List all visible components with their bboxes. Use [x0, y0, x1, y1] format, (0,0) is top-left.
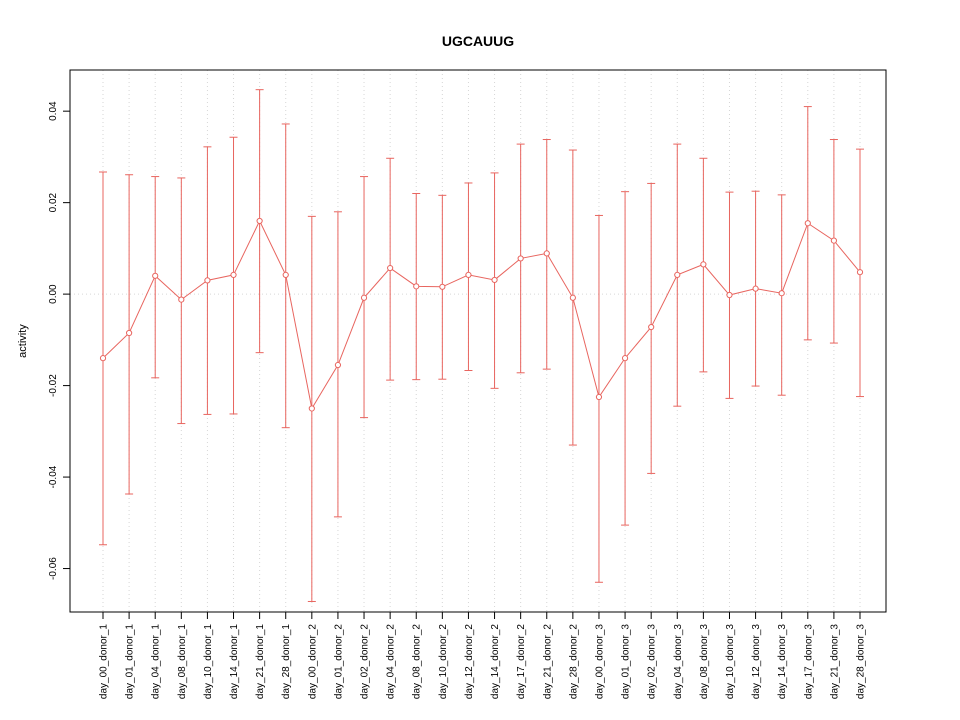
data-point: [126, 329, 133, 337]
gridlines: [70, 70, 886, 612]
data-point: [99, 355, 107, 362]
x-tick-label: day_12_donor_3: [751, 624, 762, 700]
data-point: [282, 271, 289, 279]
x-tick-label: day_00_donor_1: [99, 624, 110, 700]
x-tick-label: day_08_donor_1: [177, 624, 188, 700]
chart-title: UGCAUUG: [442, 33, 514, 49]
y-tick-label: 0.04: [48, 101, 59, 121]
series-line: [102, 219, 861, 410]
y-axis-label: activity: [17, 324, 29, 358]
axes: 0.04 0.02 0.00 -0.02 -0.04 -0.06 day_00_donor_…: [48, 69, 887, 700]
x-tick-label: day_12_donor_2: [464, 624, 475, 700]
x-tick-label: day_28_donor_1: [281, 624, 292, 700]
y-tick-label: 0.00: [48, 284, 59, 304]
data-point: [204, 277, 211, 284]
data-point: [517, 255, 524, 262]
data-point: [674, 271, 681, 279]
data-point: [256, 217, 263, 225]
x-tick-label: day_14_donor_3: [777, 624, 788, 700]
plot-border: [69, 69, 887, 613]
x-tick-label: day_21_donor_1: [255, 624, 266, 700]
data-point: [387, 264, 394, 272]
data-point: [465, 271, 472, 279]
x-tick-label: day_04_donor_3: [673, 624, 684, 700]
x-tick-label: day_10_donor_3: [725, 624, 736, 700]
data-point: [413, 283, 420, 290]
data-point: [178, 296, 185, 303]
data-point: [569, 294, 576, 301]
x-tick-label: day_17_donor_3: [803, 624, 814, 700]
x-tick-label: day_21_donor_3: [829, 624, 840, 700]
data-point: [830, 237, 837, 244]
x-tick-label: day_10_donor_1: [203, 624, 214, 700]
data-point: [360, 294, 368, 301]
data-point: [752, 285, 759, 292]
x-tick-label: day_02_donor_3: [647, 624, 658, 700]
x-tick-label: day_01_donor_2: [333, 624, 344, 700]
data-point: [152, 272, 159, 279]
data-point: [334, 361, 342, 369]
data-point: [308, 405, 315, 412]
x-tick-label: day_00_donor_2: [307, 624, 318, 700]
data-point: [726, 291, 733, 299]
data-point: [700, 261, 707, 268]
y-tick-label: 0.02: [48, 192, 59, 212]
x-tick-label: day_21_donor_2: [542, 624, 553, 700]
data-point: [595, 393, 603, 401]
data-point: [648, 323, 655, 331]
x-tick-label: day_10_donor_2: [438, 624, 449, 700]
x-tick-label: day_14_donor_1: [229, 624, 240, 700]
x-tick-label: day_00_donor_3: [594, 624, 605, 700]
y-tick-label: -0.02: [48, 374, 59, 397]
x-tick-label: day_14_donor_2: [490, 624, 501, 700]
data-point: [439, 283, 446, 290]
x-tick-label: day_08_donor_3: [699, 624, 710, 700]
series: [99, 89, 864, 602]
x-tick-label: day_28_donor_3: [856, 624, 867, 700]
y-tick-label: -0.06: [48, 557, 59, 580]
y-tick-label: -0.04: [48, 465, 59, 488]
x-tick-label: day_08_donor_2: [412, 624, 423, 700]
x-tick-label: day_17_donor_2: [516, 624, 527, 700]
data-point: [230, 271, 237, 279]
x-tick-label: day_01_donor_1: [125, 624, 136, 700]
x-tick-label: day_28_donor_2: [568, 624, 579, 700]
data-point: [491, 276, 498, 284]
data-point: [804, 220, 811, 227]
data-point: [778, 290, 785, 297]
data-point: [621, 355, 629, 362]
data-point: [856, 269, 864, 276]
x-tick-label: day_02_donor_2: [360, 624, 371, 700]
x-tick-label: day_04_donor_1: [151, 624, 162, 700]
x-tick-label: day_04_donor_2: [386, 624, 397, 700]
x-tick-label: day_01_donor_3: [621, 624, 632, 700]
data-point: [543, 250, 550, 257]
